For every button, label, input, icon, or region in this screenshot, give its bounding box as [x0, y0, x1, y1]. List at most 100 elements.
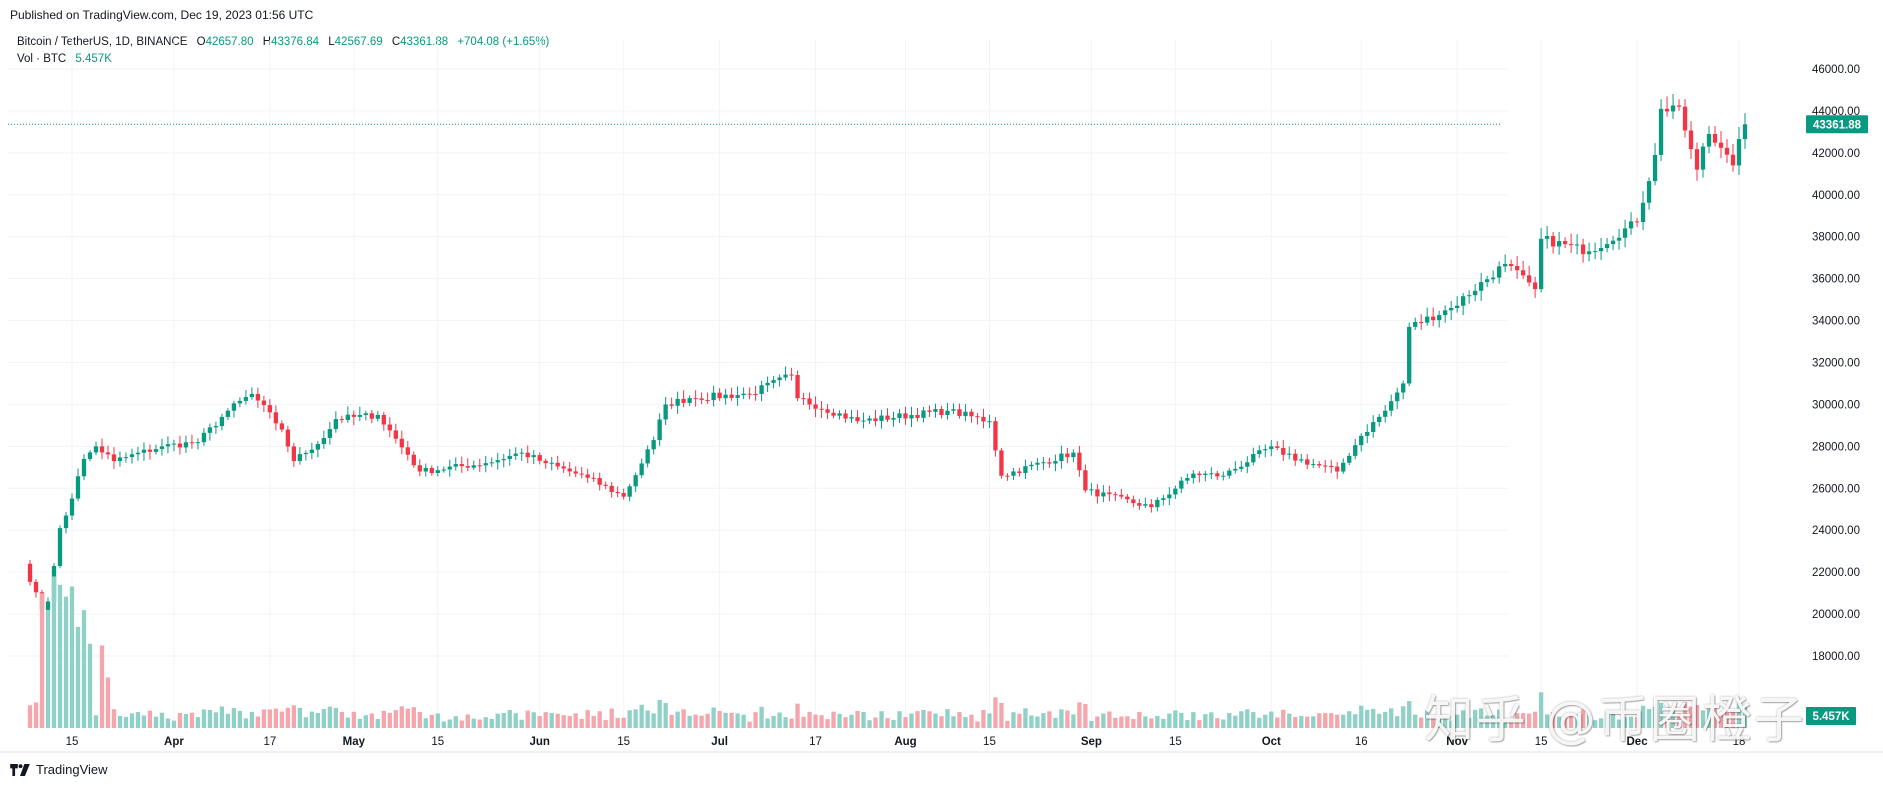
y-tick-label-1: 20000.00 [1812, 609, 1860, 621]
volume-bar-2023-08-13 [975, 721, 980, 728]
candle-body-2023-08-13 [975, 416, 980, 418]
volume-bar-2023-07-24 [855, 710, 860, 728]
volume-bar-2023-09-07 [1125, 716, 1130, 728]
volume-bar-2023-04-28 [333, 707, 339, 728]
brand-label: TradingView [36, 762, 108, 777]
candle-body-2023-11-06 [1484, 279, 1490, 283]
volume-bar-2023-07-08 [759, 706, 764, 728]
volume-bar-2023-08-12 [969, 714, 974, 728]
candle-body-2023-09-12 [1155, 499, 1160, 508]
candle-body-2023-07-20 [831, 412, 836, 416]
volume-bar-2023-11-14 [1532, 711, 1538, 728]
volume-label: Vol · BTC [17, 53, 67, 65]
volume-bar-2023-09-05 [1113, 717, 1118, 728]
volume-bar-2023-04-15 [255, 716, 261, 728]
candle-body-2023-04-08 [213, 426, 219, 428]
volume-bar-2023-09-27 [1245, 709, 1250, 728]
volume-bar-2023-11-05 [1478, 708, 1484, 728]
volume-bar-2023-09-09 [1137, 711, 1142, 728]
candle-body-2023-03-28 [147, 449, 153, 452]
candle-body-2023-09-04 [1107, 492, 1112, 495]
candle-body-2023-10-02 [1275, 446, 1280, 448]
candle-body-2023-07-13 [789, 374, 794, 376]
volume-bar-2023-05-28 [513, 713, 518, 728]
tradingview-brand[interactable]: TradingView [10, 762, 108, 777]
volume-bar-2023-05-23 [483, 717, 488, 728]
candle-body-2023-09-25 [1233, 468, 1238, 471]
candle-body-2023-07-21 [837, 413, 842, 416]
candle-body-2023-03-24 [123, 457, 129, 459]
volume-bar-2023-12-16 [1724, 711, 1730, 728]
candle-body-2023-12-08 [1676, 105, 1682, 107]
volume-bar-2023-06-30 [711, 707, 716, 728]
volume-bar-2023-03-19 [93, 715, 99, 728]
candle-body-2023-04-18 [273, 412, 279, 424]
candle-body-2023-12-06 [1664, 108, 1670, 112]
candle-body-2023-05-03 [363, 413, 368, 416]
candle-body-2023-11-27 [1610, 240, 1616, 245]
x-tick-label-18: 18 [1733, 736, 1746, 748]
volume-bar-2023-05-06 [381, 710, 386, 728]
volume-bar-2023-06-29 [705, 713, 710, 728]
volume-bar-2023-08-06 [933, 713, 938, 728]
volume-bar-2023-04-14 [249, 711, 255, 728]
candle-body-2023-08-18 [1005, 475, 1010, 477]
volume-bar-2023-05-17 [447, 719, 452, 728]
y-tick-label-2: 22000.00 [1812, 567, 1860, 579]
volume-bar-2023-06-20 [651, 713, 656, 728]
volume-bar-2023-12-15 [1718, 714, 1724, 728]
volume-bar-2023-05-26 [501, 713, 506, 728]
candle-body-2023-04-01 [171, 443, 177, 445]
candle-body-2023-04-11 [231, 403, 237, 411]
volume-bar-2023-10-30 [1443, 718, 1448, 728]
candle-body-2023-11-26 [1604, 244, 1610, 249]
volume-bar-2023-04-26 [321, 709, 327, 728]
volume-bar-2023-10-15 [1353, 714, 1358, 728]
volume-bar-2023-09-24 [1227, 713, 1232, 728]
candle-body-2023-08-05 [927, 410, 932, 412]
candle-body-2023-03-19 [93, 446, 99, 453]
volume-bar-2023-05-19 [459, 720, 464, 728]
volume-bar-2023-12-10 [1688, 706, 1694, 728]
volume-bar-2023-04-17 [267, 709, 273, 728]
volume-bar-2023-06-02 [543, 712, 548, 728]
candle-body-2023-06-14 [615, 492, 620, 494]
candle-body-2023-12-07 [1670, 105, 1676, 112]
volume-bar-2023-09-23 [1221, 719, 1226, 728]
candle-body-2023-05-18 [453, 464, 458, 467]
x-tick-label-0: 15 [66, 736, 79, 748]
x-tick-label-16: 15 [1535, 736, 1548, 748]
candle-body-2023-06-17 [633, 475, 638, 487]
volume-bar-2023-11-29 [1622, 717, 1628, 728]
candle-body-2023-09-30 [1263, 449, 1268, 451]
candle-body-2023-05-26 [501, 459, 506, 461]
candle-body-2023-08-19 [1011, 471, 1016, 476]
candle-body-2023-03-15 [69, 498, 75, 516]
candle-body-2023-12-17 [1730, 154, 1736, 166]
volume-bar-2023-11-01 [1455, 714, 1460, 728]
volume-bar-2023-06-18 [639, 704, 644, 728]
volume-bar-2023-11-04 [1472, 709, 1478, 728]
candle-body-2023-08-08 [945, 410, 950, 415]
candle-body-2023-06-06 [567, 468, 572, 472]
volume-bar-2023-05-30 [525, 710, 530, 728]
volume-bar-2023-05-20 [465, 714, 470, 728]
candle-body-2023-09-05 [1113, 494, 1118, 496]
candle-body-2023-07-24 [855, 417, 860, 422]
volume-bar-2023-11-30 [1628, 716, 1634, 728]
volume-bar-2023-03-15 [69, 586, 75, 728]
candle-body-2023-04-30 [345, 414, 350, 421]
candle-body-2023-05-28 [513, 453, 518, 456]
candle-body-2023-08-25 [1047, 462, 1052, 464]
volume-bar-2023-09-16 [1179, 712, 1184, 728]
candle-body-2023-04-27 [327, 429, 333, 438]
candle-body-2023-05-05 [375, 414, 380, 419]
volume-bar-2023-06-21 [657, 699, 662, 728]
candle-body-2023-07-30 [891, 417, 896, 420]
volume-bar-2023-03-11 [45, 610, 51, 728]
volume-bar-2023-11-09 [1502, 719, 1508, 728]
volume-bar-2023-10-18 [1371, 708, 1376, 728]
volume-bar-2023-07-30 [891, 720, 896, 728]
candle-body-2023-10-08 [1311, 464, 1316, 466]
